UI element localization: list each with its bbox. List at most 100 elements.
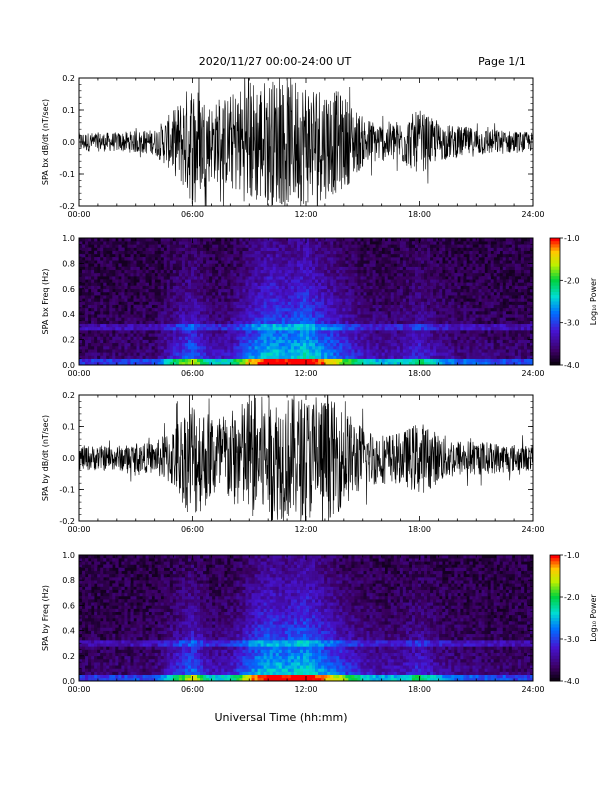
- spectrogram-cell: [411, 349, 416, 353]
- spectrogram-cell: [169, 238, 174, 242]
- spectrogram-cell: [430, 301, 434, 305]
- spectrogram-cell: [408, 266, 413, 271]
- spectrogram-cell: [200, 339, 204, 344]
- spectrogram-cell: [333, 320, 337, 325]
- spectrogram-cell: [221, 307, 225, 312]
- spectrogram-cell: [224, 250, 228, 255]
- spectrogram-cell: [430, 288, 434, 293]
- spectrogram-cell: [354, 241, 358, 245]
- spectrogram-cell: [100, 358, 104, 363]
- spectrogram-cell: [251, 320, 255, 325]
- spectrogram-cell: [451, 266, 455, 271]
- spectrogram-cell: [366, 253, 370, 258]
- spectrogram-cell: [357, 342, 361, 347]
- spectrogram-cell: [302, 279, 307, 283]
- spectrogram-cell: [442, 250, 446, 255]
- spectrogram-cell: [369, 330, 373, 334]
- spectrogram-cell: [278, 314, 283, 318]
- spectrogram-cell: [251, 295, 255, 299]
- spectrogram-cell: [85, 352, 89, 356]
- spectrogram-cell: [433, 314, 437, 318]
- spectrogram-cell: [172, 272, 177, 277]
- spectrogram-cell: [324, 260, 328, 264]
- spectrogram-cell: [91, 333, 95, 337]
- spectrogram-cell: [451, 238, 455, 242]
- spectrogram-cell: [139, 352, 143, 356]
- spectrogram-cell: [230, 349, 234, 353]
- spectrogram-cell: [184, 323, 189, 328]
- spectrogram-cell: [387, 247, 392, 251]
- spectrogram-cell: [272, 361, 277, 365]
- spectrogram-cell: [330, 304, 334, 309]
- spectrogram-cell: [151, 339, 155, 344]
- spectrogram-cell: [118, 361, 122, 365]
- spectrogram-cell: [163, 314, 168, 318]
- spectrogram-cell: [321, 301, 325, 305]
- spectrogram-cell: [106, 304, 110, 309]
- spectrogram-cell: [363, 282, 367, 286]
- spectrogram-cell: [115, 326, 119, 331]
- spectrogram-cell: [354, 253, 358, 258]
- x-tick-label: 12:00: [294, 210, 317, 219]
- spectrogram-cell: [148, 288, 152, 293]
- spectrogram-cell: [333, 241, 337, 245]
- spectrogram-cell: [163, 326, 168, 331]
- spectrogram-cell: [290, 241, 295, 245]
- spectrogram-cell: [79, 345, 83, 350]
- spectrogram-cell: [375, 345, 379, 350]
- spectrogram-cell: [293, 330, 298, 334]
- spectrogram-cell: [190, 298, 195, 302]
- spectrogram-cell: [94, 276, 98, 280]
- spectrogram-cell: [390, 349, 395, 353]
- spectrogram-cell: [79, 339, 83, 344]
- spectrogram-cell: [115, 339, 119, 344]
- spectrogram-cell: [417, 355, 422, 359]
- spectrogram-cell: [312, 257, 316, 261]
- spectrogram-cell: [172, 257, 177, 261]
- spectrogram-cell: [372, 260, 376, 264]
- spectrogram-cell: [124, 352, 128, 356]
- spectrogram-cell: [245, 345, 249, 350]
- spectrogram-cell: [424, 326, 428, 331]
- spectrogram-cell: [242, 345, 246, 350]
- spectrogram-cell: [411, 276, 416, 280]
- spectrogram-cell: [197, 263, 201, 267]
- spectrogram-cell: [233, 333, 237, 337]
- spectrogram-cell: [203, 361, 207, 365]
- spectrogram-cell: [209, 269, 213, 274]
- spectrogram-cell: [94, 250, 98, 255]
- spectrogram-cell: [212, 291, 216, 296]
- spectrogram-cell: [212, 349, 216, 353]
- spectrogram-cell: [136, 339, 140, 344]
- spectrogram-cell: [172, 361, 177, 365]
- spectrogram-cell: [97, 330, 101, 334]
- spectrogram-cell: [309, 282, 313, 286]
- spectrogram-cell: [354, 272, 358, 277]
- spectrogram-cell: [430, 244, 434, 248]
- spectrogram-cell: [94, 349, 98, 353]
- spectrogram-cell: [402, 244, 407, 248]
- spectrogram-cell: [145, 339, 149, 344]
- spectrogram-cell: [372, 288, 376, 293]
- spectrogram-cell: [166, 285, 171, 290]
- spectrogram-cell: [424, 266, 428, 271]
- spectrogram-cell: [321, 352, 325, 356]
- spectrogram-cell: [306, 361, 310, 365]
- spectrogram-cell: [163, 291, 168, 296]
- spectrogram-cell: [130, 342, 134, 347]
- spectrogram-cell: [302, 326, 307, 331]
- spectrogram-cell: [421, 276, 425, 280]
- spectrogram-cell: [160, 352, 165, 356]
- spectrogram-cell: [293, 282, 298, 286]
- spectrogram-cell: [166, 330, 171, 334]
- spectrogram-cell: [442, 330, 446, 334]
- spectrogram-cell: [369, 247, 373, 251]
- spectrogram-cell: [408, 244, 413, 248]
- spectrogram-cell: [342, 333, 346, 337]
- spectrogram-cell: [139, 320, 143, 325]
- spectrogram-cell: [181, 276, 186, 280]
- spectrogram-cell: [417, 260, 422, 264]
- spectrogram-cell: [248, 244, 252, 248]
- spectrogram-cell: [121, 336, 125, 340]
- spectrogram-cell: [287, 323, 292, 328]
